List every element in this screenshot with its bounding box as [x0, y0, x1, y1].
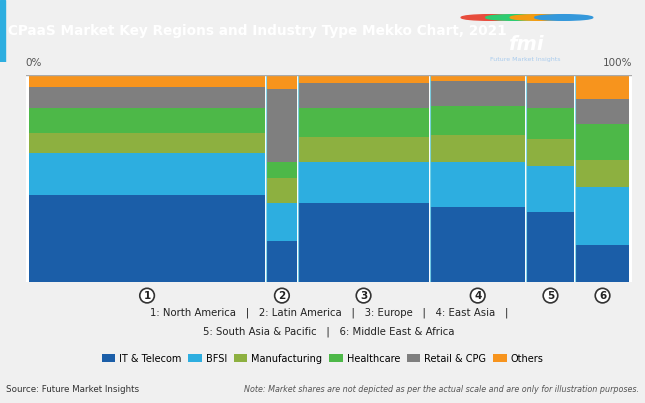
Text: Future Market Insights: Future Market Insights [490, 57, 561, 62]
Legend: IT & Telecom, BFSI, Manufacturing, Healthcare, Retail & CPG, Others: IT & Telecom, BFSI, Manufacturing, Healt… [101, 354, 544, 364]
Bar [29, 133, 265, 154]
Text: 5: South Asia & Pacific   |   6: Middle East & Africa: 5: South Asia & Pacific | 6: Middle East… [203, 327, 455, 337]
Bar [527, 83, 574, 108]
Bar [576, 125, 629, 160]
Bar [576, 100, 629, 125]
Text: 5: 5 [547, 291, 554, 301]
Bar [267, 162, 297, 178]
Bar [576, 160, 629, 187]
Circle shape [461, 15, 519, 20]
Bar [527, 166, 574, 212]
Bar [527, 108, 574, 139]
Bar [0, 0, 5, 62]
Bar [527, 212, 574, 282]
Bar [430, 75, 525, 81]
Bar [29, 75, 265, 87]
Bar [576, 75, 629, 100]
Bar [527, 75, 574, 83]
Bar [430, 135, 525, 162]
Bar [299, 75, 429, 83]
Bar [430, 106, 525, 135]
Text: fmi: fmi [508, 35, 544, 54]
Bar [267, 75, 297, 89]
Text: Source: Future Market Insights: Source: Future Market Insights [6, 385, 139, 395]
Bar [299, 162, 429, 203]
Bar [527, 139, 574, 166]
Bar [29, 154, 265, 195]
Text: 4: 4 [474, 291, 481, 301]
Bar [267, 203, 297, 241]
Bar [576, 187, 629, 245]
Bar [29, 108, 265, 133]
Circle shape [535, 15, 593, 20]
Bar [267, 241, 297, 282]
Text: 0%: 0% [26, 58, 42, 69]
Text: 3: 3 [360, 291, 367, 301]
Bar [267, 178, 297, 203]
Bar [430, 208, 525, 282]
Text: 2: 2 [278, 291, 286, 301]
Bar [299, 83, 429, 108]
Text: Note: Market shares are not depicted as per the actual scale and are only for il: Note: Market shares are not depicted as … [244, 385, 639, 395]
Bar [576, 245, 629, 282]
Bar [29, 195, 265, 282]
Circle shape [486, 15, 544, 20]
Bar [29, 87, 265, 108]
Circle shape [510, 15, 568, 20]
Text: CPaaS Market Key Regions and Industry Type Mekko Chart, 2021: CPaaS Market Key Regions and Industry Ty… [8, 24, 506, 38]
Text: 1: 1 [143, 291, 151, 301]
Text: 6: 6 [599, 291, 606, 301]
Text: 100%: 100% [602, 58, 632, 69]
Bar [430, 81, 525, 106]
Bar [299, 203, 429, 282]
Bar [299, 137, 429, 162]
Text: 1: North America   |   2: Latin America   |   3: Europe   |   4: East Asia   |: 1: North America | 2: Latin America | 3:… [150, 308, 508, 318]
Bar [267, 89, 297, 162]
Bar [299, 108, 429, 137]
Bar [430, 162, 525, 208]
